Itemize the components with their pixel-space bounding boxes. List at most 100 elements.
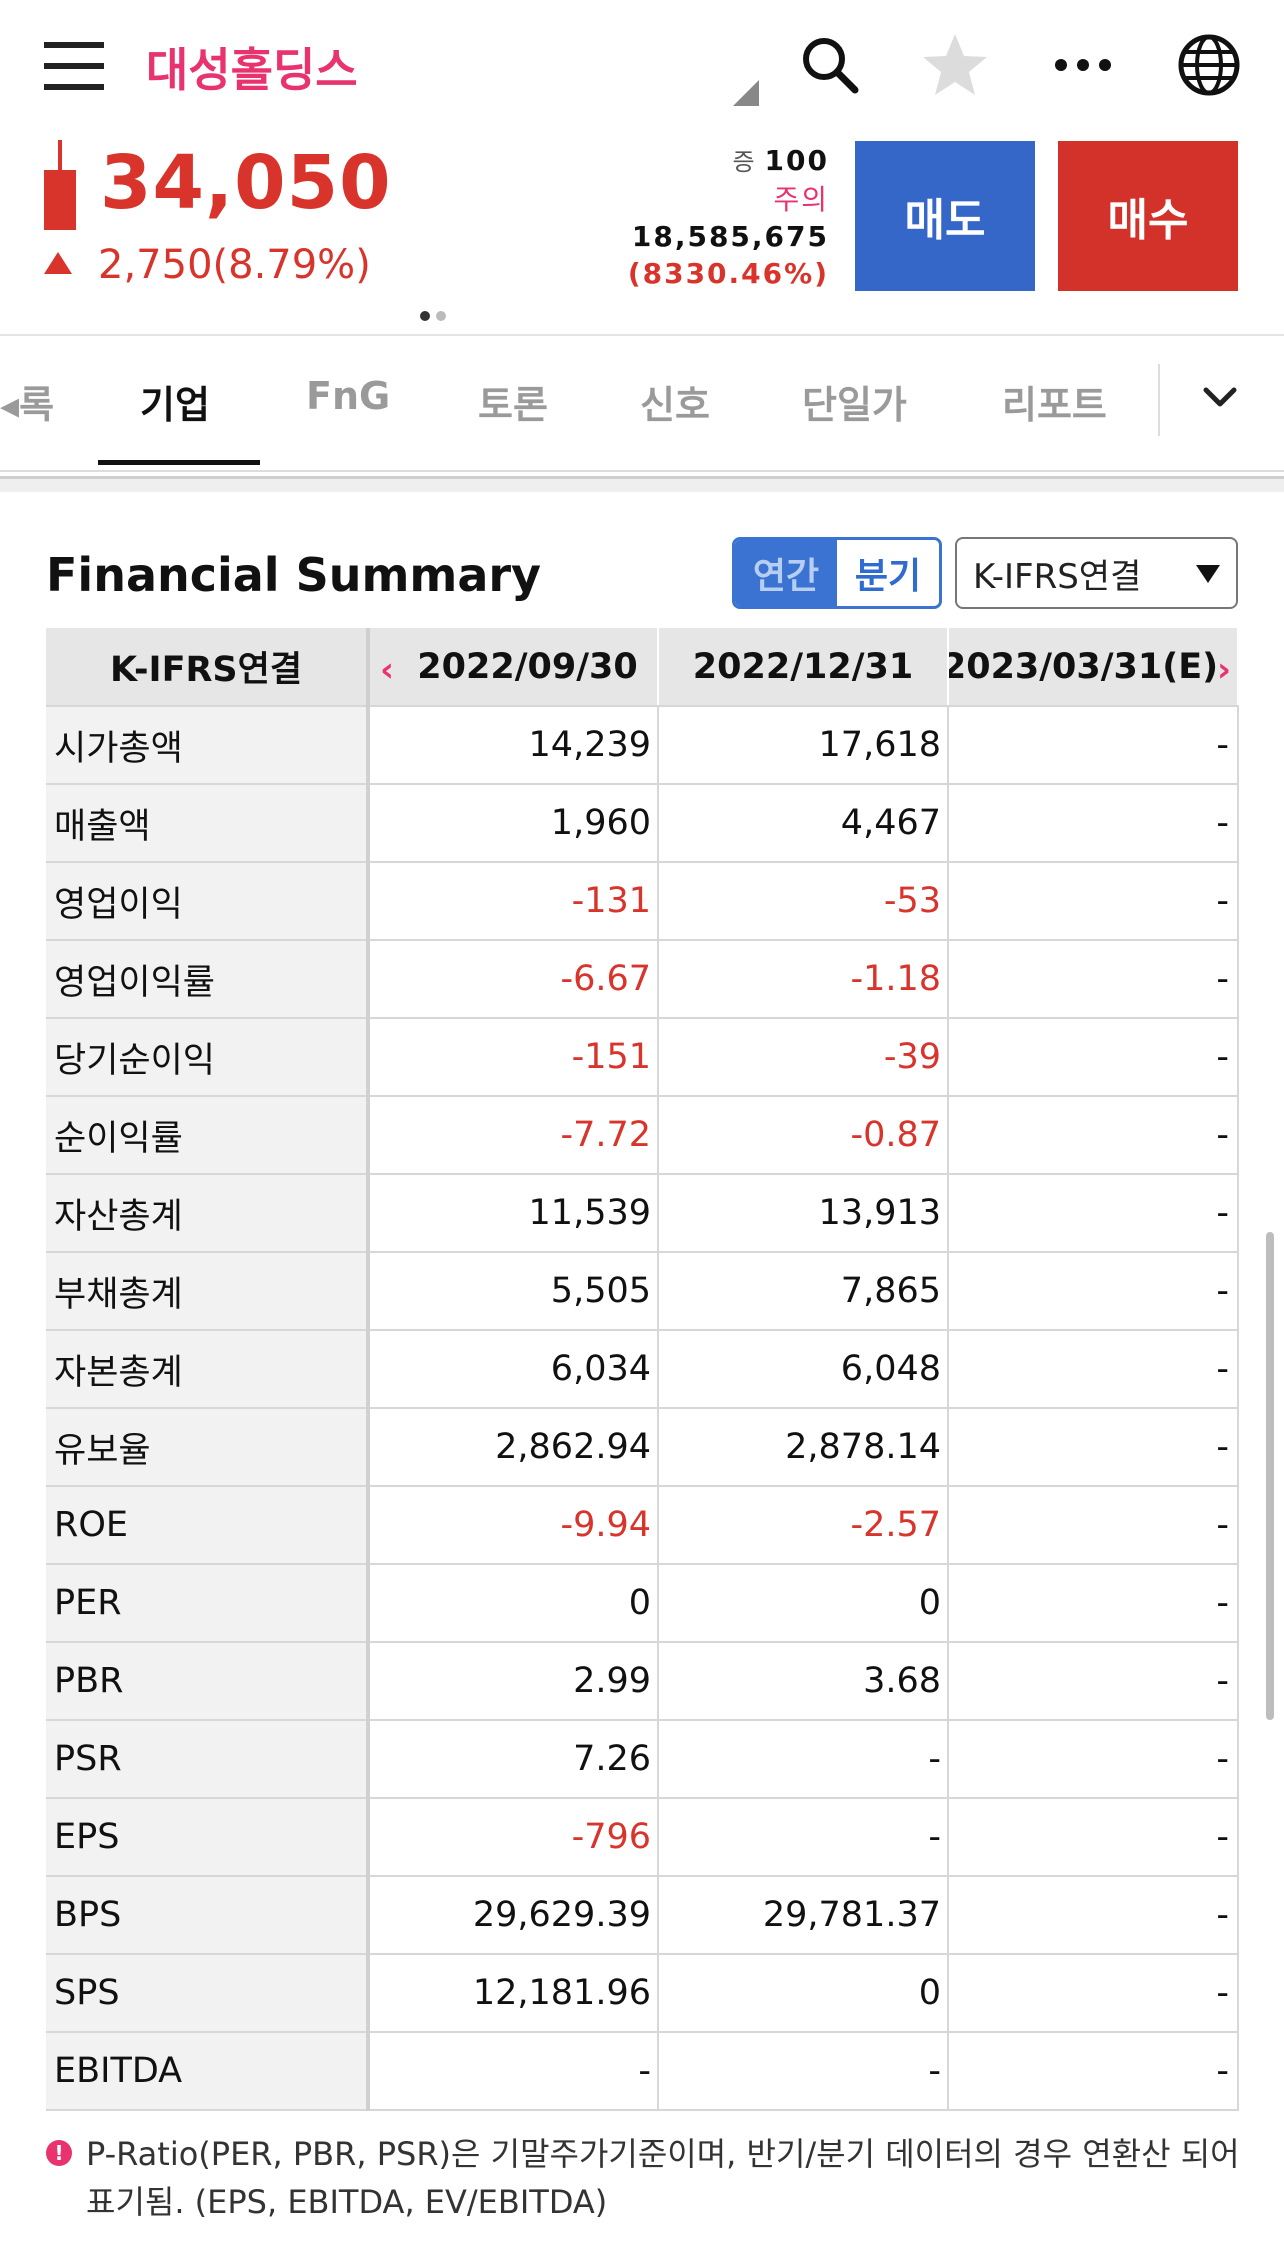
tab-fng[interactable]: FnG [306,374,391,418]
table-row: PSR 7.26- - [46,1720,1239,1799]
table-row: PBR 2.99 3.68- [46,1642,1239,1721]
section-separator [0,476,1284,492]
active-tab-indicator [98,460,260,465]
cell-value: 2,862.94 [368,1408,659,1487]
toggle-annual[interactable]: 연간 [735,540,837,606]
row-label: PBR [46,1642,370,1721]
toggle-quarter[interactable]: 분기 [837,540,939,606]
cell-value: - [948,1408,1239,1487]
cell-value: - [948,706,1239,785]
cell-value: 11,539 [368,1174,659,1253]
chevron-left-icon[interactable]: ‹ [380,650,395,690]
tab-signal[interactable]: 신호 [640,383,710,427]
price-change-value: 2,750(8.79%) [98,242,371,288]
row-label: 매출액 [46,784,370,863]
row-label: 순이익률 [46,1096,370,1175]
notice: ! P-Ratio(PER, PBR, PSR)은 기말주가기준이며, 반기/분… [46,2130,1246,2226]
cell-value: - [948,1252,1239,1331]
table-row: ROE -9.94 -2.57- [46,1486,1239,1565]
table-row: SPS 12,181.96 0- [46,1954,1239,2033]
tab-single-price[interactable]: 단일가 [802,383,907,427]
tab-report[interactable]: 리포트 [1002,383,1107,427]
chevron-right-icon[interactable]: › [1216,650,1231,690]
cell-value: 0 [368,1564,659,1643]
cell-value: -131 [368,862,659,941]
basis-select-value: K-IFRS연결 [973,556,1142,597]
cell-value: 2,878.14 [658,1408,949,1487]
stock-info: 증 100 주의 18,585,675 (8330.46%) [628,142,829,292]
cell-value: - [948,1174,1239,1253]
cell-value: 12,181.96 [368,1954,659,2033]
cell-value: - [368,2032,659,2111]
table-row: 영업이익 -131 -53- [46,862,1239,941]
page-dot [436,311,446,321]
chevron-down-icon[interactable] [1200,378,1240,418]
volume-ratio: (8330.46%) [627,257,829,290]
cell-value: 7.26 [368,1720,659,1799]
cell-value: - [658,1720,949,1799]
cell-value: -1.18 [658,940,949,1019]
header-period-1: ‹ 2022/09/30 [368,628,659,707]
cell-value: 0 [658,1564,949,1643]
candle-icon [44,140,76,230]
header-period-3: 2023/03/31(E) › [948,628,1239,707]
cell-value: -53 [658,862,949,941]
menu-icon[interactable] [44,42,104,90]
table-row: 부채총계 5,505 7,865- [46,1252,1239,1331]
cell-value: 17,618 [658,706,949,785]
row-label: 시가총액 [46,706,370,785]
table-row: 자본총계 6,034 6,048- [46,1330,1239,1409]
cell-value: - [948,2032,1239,2111]
cell-value: 6,048 [658,1330,949,1409]
globe-icon[interactable] [1174,30,1244,100]
scrollbar[interactable] [1266,1232,1274,1720]
table-row: 당기순이익 -151 -39- [46,1018,1239,1097]
cell-value: -39 [658,1018,949,1097]
table-row: 매출액 1,960 4,467- [46,784,1239,863]
period-toggle: 연간 분기 [732,537,942,609]
divider [0,470,1284,472]
row-label: 영업이익 [46,862,370,941]
table-header-row: K-IFRS연결 ‹ 2022/09/30 2022/12/31 2023/03/… [46,628,1239,707]
buy-button[interactable]: 매수 [1058,141,1238,291]
notice-text: P-Ratio(PER, PBR, PSR)은 기말주가기준이며, 반기/분기 … [86,2135,1240,2221]
cell-value: - [948,1954,1239,2033]
cell-value: 13,913 [658,1174,949,1253]
row-label: 자산총계 [46,1174,370,1253]
cell-value: - [948,1096,1239,1175]
basis-select[interactable]: K-IFRS연결 [955,537,1238,609]
cell-value: - [948,1876,1239,1955]
cell-value: - [948,940,1239,1019]
row-label: ROE [46,1486,370,1565]
cell-value: - [948,1018,1239,1097]
cell-value: 1,960 [368,784,659,863]
cell-value: -0.87 [658,1096,949,1175]
tab-discussion[interactable]: 토론 [478,383,548,427]
tab-bar: ◂록 기업 FnG 토론 신호 단일가 리포트 [0,336,1284,470]
sell-button[interactable]: 매도 [855,141,1035,291]
table-row: EBITDA - - - [46,2032,1239,2111]
row-label: 자본총계 [46,1330,370,1409]
cell-value: 4,467 [658,784,949,863]
cell-value: - [948,1330,1239,1409]
divider [0,334,1284,336]
caret-down-icon [1196,565,1220,583]
financial-table: K-IFRS연결 ‹ 2022/09/30 2022/12/31 2023/03/… [46,628,1239,2111]
page-dot-active [420,311,430,321]
tab-divider [1158,364,1160,436]
cell-value: - [948,1642,1239,1721]
tab-prev-partial[interactable]: ◂록 [0,383,55,427]
cell-value: - [658,1798,949,1877]
cell-value: 14,239 [368,706,659,785]
row-label: SPS [46,1954,370,2033]
more-icon[interactable] [1048,30,1118,100]
row-label: 당기순이익 [46,1018,370,1097]
cell-value: -7.72 [368,1096,659,1175]
tab-company[interactable]: 기업 [140,383,210,427]
star-icon[interactable] [920,30,990,100]
app-header: 대성홀딩스 [0,0,1284,130]
section-title: Financial Summary [46,548,542,602]
cell-value: 0 [658,1954,949,2033]
table-row: 자산총계 11,539 13,913- [46,1174,1239,1253]
search-icon[interactable] [795,30,865,100]
